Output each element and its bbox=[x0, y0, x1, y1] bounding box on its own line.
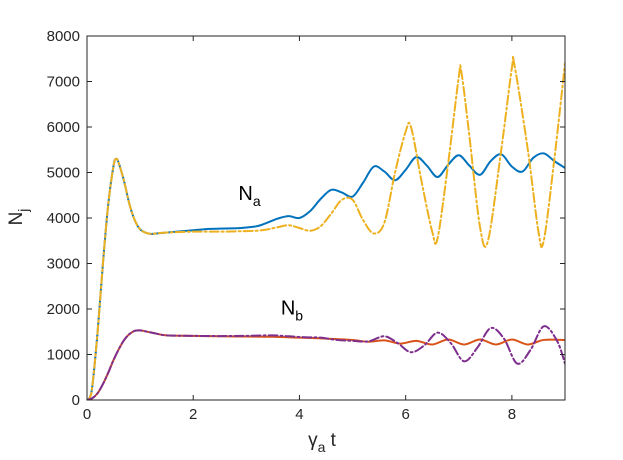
annotation-n-b: Nb bbox=[281, 297, 303, 323]
y-axis-title-main: N bbox=[6, 212, 27, 226]
y-tick-label: 0 bbox=[72, 392, 80, 409]
x-tick-label: 6 bbox=[401, 406, 409, 423]
series-line-4 bbox=[87, 325, 565, 400]
y-tick-label: 1000 bbox=[47, 347, 80, 364]
y-tick-label: 2000 bbox=[47, 301, 80, 318]
series-line-2 bbox=[87, 55, 565, 400]
annotation-n-b-sub: b bbox=[295, 307, 303, 323]
y-tick-label: 7000 bbox=[47, 74, 80, 91]
x-tick-label: 4 bbox=[295, 406, 303, 423]
series-layer bbox=[87, 55, 565, 400]
annotation-n-b-text: Nb bbox=[281, 297, 303, 323]
annotation-n-a-sub: a bbox=[253, 193, 261, 209]
y-axis-title: Nj bbox=[6, 209, 31, 226]
annotation-n-a-text: Na bbox=[238, 183, 260, 209]
y-tick-label: 4000 bbox=[47, 210, 80, 227]
x-tick-label: 2 bbox=[189, 406, 197, 423]
y-tick-label: 5000 bbox=[47, 165, 80, 182]
x-axis-title-tail: t bbox=[325, 430, 336, 451]
annotation-n-b-main: N bbox=[281, 297, 295, 319]
x-axis-title: γa t bbox=[308, 430, 337, 455]
annotation-n-a: Na bbox=[238, 183, 260, 209]
y-tick-label: 6000 bbox=[47, 119, 80, 136]
y-axis-title-sub: j bbox=[15, 209, 31, 213]
y-tick-label: 8000 bbox=[47, 28, 80, 45]
plot-area bbox=[87, 36, 565, 400]
axes-layer: 0 2 4 6 8 0 1000 2000 3000 4000 5000 6000 7000 8000 bbox=[47, 28, 566, 423]
x-axis-title-sub: a bbox=[318, 439, 326, 455]
plot-background bbox=[87, 36, 565, 400]
x-tick-label: 8 bbox=[508, 406, 516, 423]
annotation-n-a-main: N bbox=[238, 183, 252, 205]
x-tick-label: 0 bbox=[83, 406, 91, 423]
x-axis-title-main: γ bbox=[308, 430, 318, 451]
y-tick-label: 3000 bbox=[47, 256, 80, 273]
